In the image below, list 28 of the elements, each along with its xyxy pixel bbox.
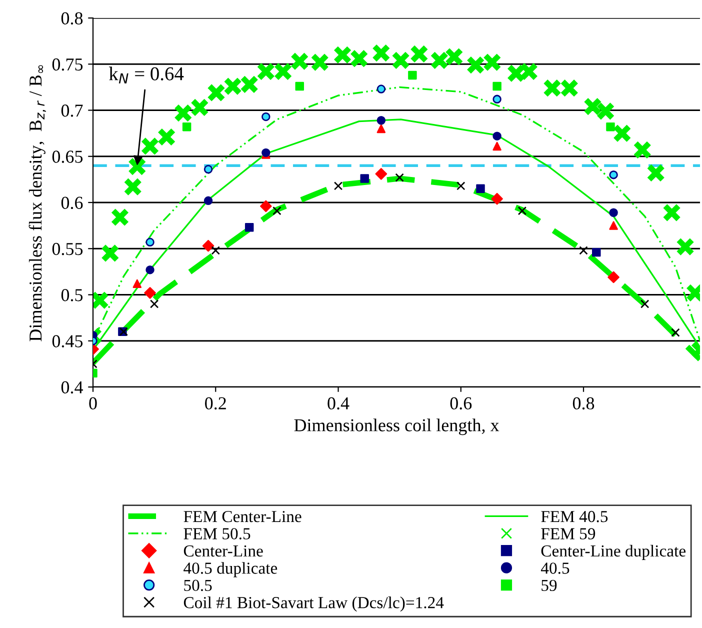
y-tick-label: 0.55 — [52, 242, 83, 256]
legend-label: FEM 40.5 — [541, 510, 608, 522]
legend-label: Center-Line — [184, 545, 263, 557]
x-axis-title: Dimensionless coil length, x — [294, 418, 500, 436]
legend-label: FEM 50.5 — [184, 528, 250, 540]
y-tick-label: 0.5 — [61, 289, 83, 302]
y-tick-label: 0.6 — [61, 196, 83, 210]
y-tick-label: 0.4 — [61, 381, 83, 394]
y-tick-label: 0.8 — [61, 12, 83, 25]
legend-label: 59 — [542, 580, 557, 592]
y-tick-label: 0.45 — [52, 335, 83, 348]
legend-label: FEM Center-Line — [184, 510, 302, 522]
x-tick-label: 0.6 — [450, 397, 472, 410]
x-tick-label: 0.4 — [328, 397, 350, 410]
y-tick-label: 0.7 — [61, 104, 83, 117]
annotation: k$_{N}$ = 0.64 — [108, 66, 184, 84]
legend-label: 40.5 — [540, 562, 570, 574]
x-tick-label: 0.8 — [572, 397, 594, 410]
x-tick-label: 0 — [89, 397, 97, 410]
y-tick-label: 0.65 — [52, 150, 83, 163]
y-axis-title: Dimensionless flux density, B$_{z,r}$ / B$_{∞}$ — [28, 65, 46, 342]
legend-label: FEM 59 — [541, 528, 596, 540]
legend-label: Center-Line duplicate — [541, 544, 686, 560]
legend-label: 40.5 duplicate — [184, 562, 278, 578]
x-tick-label: 0.2 — [205, 397, 226, 410]
legend-label: Coil #1 Biot-Savart Law (Dcs/lc)=1.24 — [184, 596, 444, 612]
y-tick-label: 0.75 — [52, 58, 83, 71]
legend-label: 50.5 — [184, 580, 212, 592]
